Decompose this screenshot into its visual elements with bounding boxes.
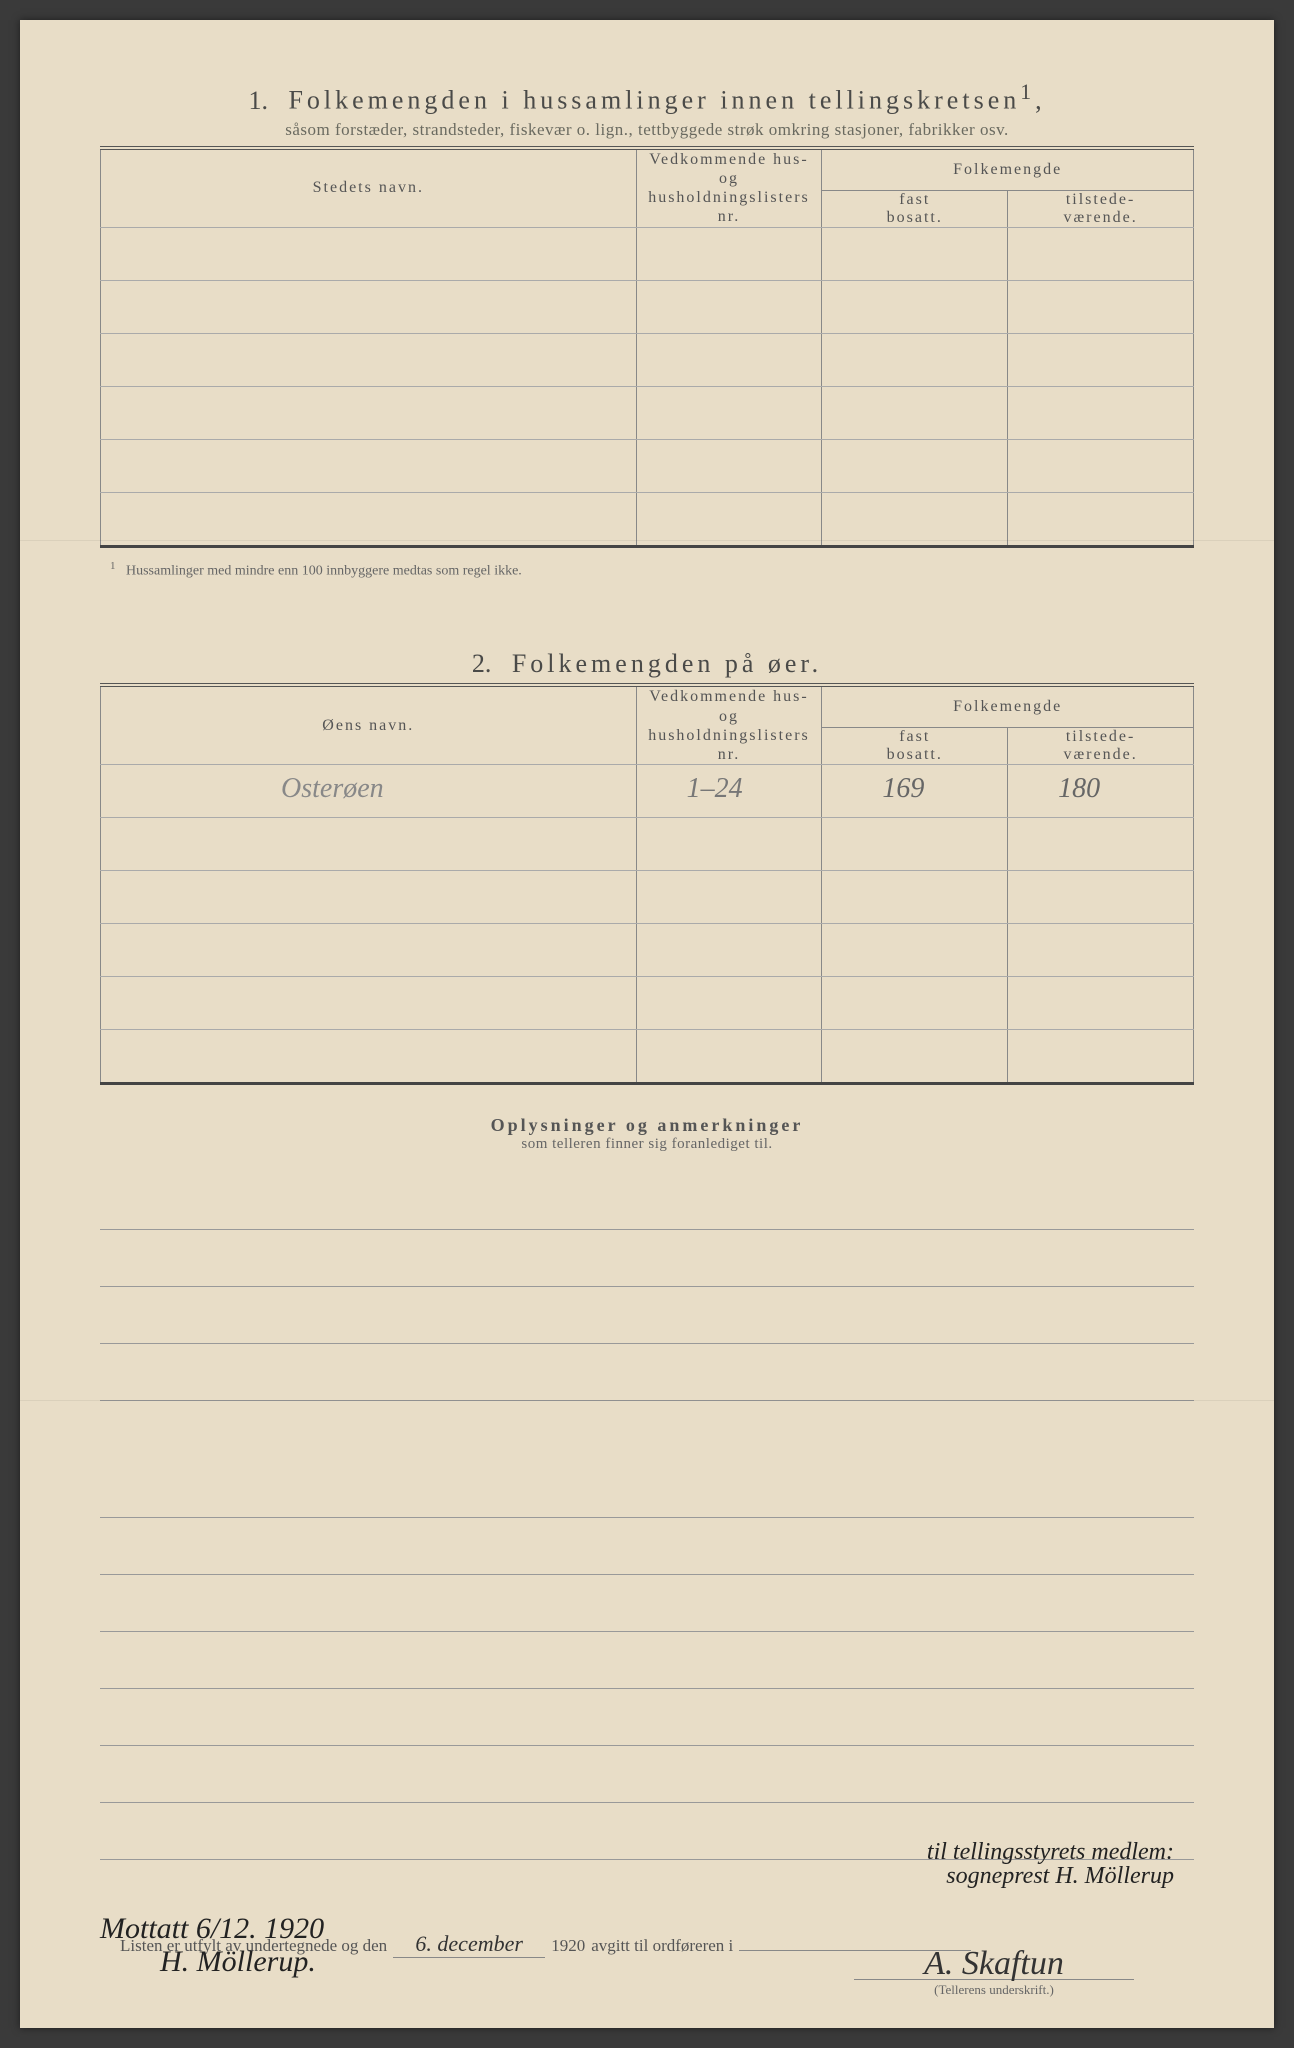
s2-hdr-nr: Vedkommende hus- og husholdningslisters … (636, 687, 822, 765)
s1-row (101, 386, 1194, 439)
s2-row (101, 818, 1194, 871)
s2-row (101, 871, 1194, 924)
s1-row (101, 439, 1194, 492)
signature-hw: A. Skaftun (854, 1945, 1134, 1983)
census-form-page: 1. Folkemengden i hussamlinger innen tel… (20, 20, 1274, 2028)
remarks-sub: som telleren finner sig foranlediget til… (100, 1136, 1194, 1153)
s2-hdr-til: tilstede- værende. (1008, 728, 1194, 765)
signature-block: A. Skaftun (Tellerens underskrift.) (854, 1945, 1134, 1998)
s1-hdr-til: tilstede- værende. (1008, 190, 1194, 227)
section1-number: 1. (248, 86, 268, 115)
closing-year: 1920 (551, 1936, 585, 1956)
s1-hdr-nr: Vedkommende hus- og husholdningslisters … (636, 150, 822, 228)
s2-hdr-folke: Folkemengde (822, 687, 1194, 728)
section1-table: Stedets navn. Vedkommende hus- og hushol… (100, 150, 1194, 548)
remarks-header: Oplysninger og anmerkninger som telleren… (100, 1115, 1194, 1153)
section1-sup: 1 (1020, 80, 1035, 104)
section2-title-text: Folkemengden på øer. (512, 649, 822, 678)
section1-subtitle: såsom forstæder, strandsteder, fiskevær … (100, 120, 1194, 140)
signature-label: (Tellerens underskrift.) (854, 1979, 1134, 1998)
lower-lines (100, 1461, 1194, 1860)
s1-row (101, 492, 1194, 546)
s1-hdr-folke: Folkemengde (822, 150, 1194, 191)
section2-number: 2. (472, 649, 492, 678)
remarks-title: Oplysninger og anmerkninger (100, 1115, 1194, 1136)
s2-data-row: Osterøen 1–24 169 180 (101, 765, 1194, 818)
closing-mid: avgitt til ordføreren i (591, 1936, 733, 1956)
s2-row (101, 977, 1194, 1030)
section1-footnote: 1 Hussamlinger med mindre enn 100 innbyg… (110, 560, 1194, 580)
s2-hdr-fast: fast bosatt. (822, 728, 1008, 765)
s2-r1-til: 180 (1008, 765, 1194, 818)
s2-r1-nr: 1–24 (636, 765, 822, 818)
section1-title: 1. Folkemengden i hussamlinger innen tel… (100, 80, 1194, 116)
remarks-lines (100, 1173, 1194, 1401)
section2-title: 2. Folkemengden på øer. (100, 649, 1194, 679)
closing-date-hw: 6. december (393, 1931, 545, 1958)
s2-row (101, 924, 1194, 977)
section2-table: Øens navn. Vedkommende hus- og husholdni… (100, 687, 1194, 1085)
s1-hdr-fast: fast bosatt. (822, 190, 1008, 227)
s2-hdr-name: Øens navn. (101, 687, 637, 765)
receipt-handwriting: Mottatt 6/12. 1920 H. Möllerup. (100, 1912, 324, 1978)
s2-r1-fast: 169 (822, 765, 1008, 818)
s1-hdr-name: Stedets navn. (101, 150, 637, 228)
s2-row (101, 1030, 1194, 1084)
section1-title-text: Folkemengden i hussamlinger innen tellin… (288, 86, 1020, 115)
s1-row (101, 333, 1194, 386)
annotation-right: til tellingsstyrets medlem: sogneprest H… (927, 1840, 1174, 1888)
s1-row (101, 280, 1194, 333)
s1-row (101, 227, 1194, 280)
s2-r1-name: Osterøen (101, 765, 637, 818)
